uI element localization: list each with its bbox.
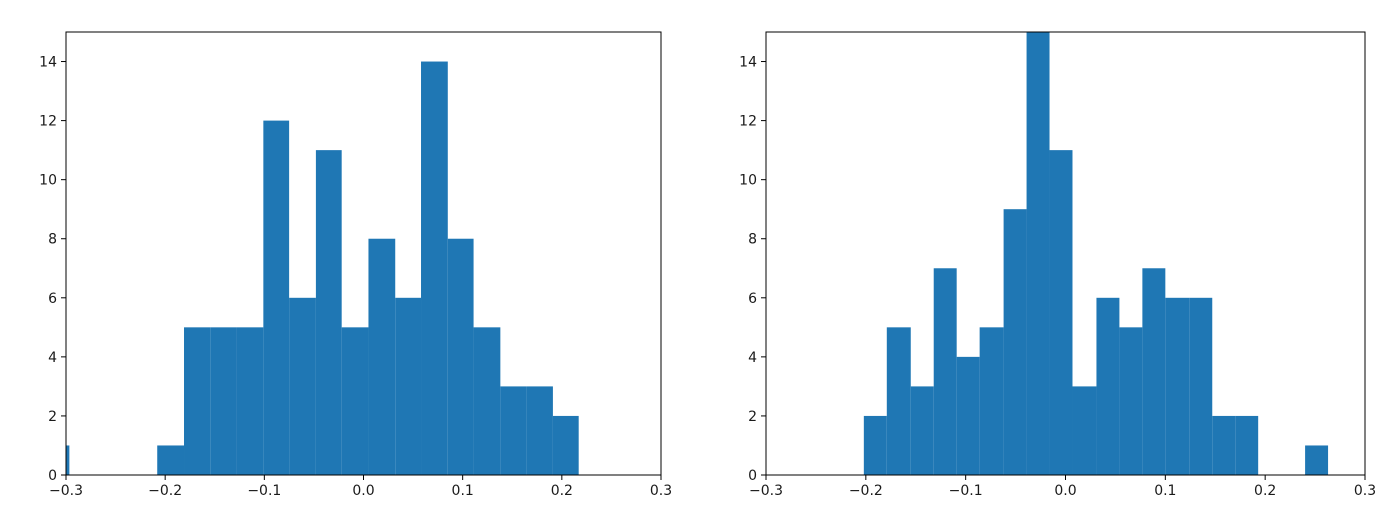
histogram-bar	[263, 120, 290, 475]
x-tick-label: 0.2	[1254, 483, 1276, 499]
x-tick-label: −0.2	[148, 483, 182, 499]
histogram-bar	[1049, 150, 1073, 475]
histogram-bar	[341, 327, 369, 475]
histogram-bar	[1165, 297, 1190, 475]
histogram-right: −0.3 −0.2 −0.1 0.0 0.1 0.2 0.3 0 2 4 6 8 10 12 14	[739, 31, 1376, 499]
histogram-bar	[157, 445, 185, 475]
x-tick-label: 0.1	[1154, 483, 1176, 499]
histogram-bar	[289, 297, 316, 475]
y-tick-label: 10	[39, 173, 57, 189]
histogram-bar	[66, 445, 70, 475]
x-tick-label: −0.1	[247, 483, 281, 499]
histogram-bar	[236, 327, 264, 475]
y-tick-label: 14	[39, 55, 57, 71]
x-tick-label: −0.3	[49, 483, 83, 499]
bars	[66, 61, 579, 475]
histogram-bar	[979, 327, 1004, 475]
histogram-bar	[368, 238, 396, 475]
histogram-bar	[526, 386, 553, 475]
histogram-bar	[421, 61, 448, 475]
y-tick-label: 8	[48, 232, 57, 248]
histogram-bar	[1026, 32, 1050, 475]
histogram-bar	[210, 327, 237, 475]
x-tick-label: 0.1	[452, 483, 474, 499]
x-tick-label: −0.2	[849, 483, 883, 499]
histogram-bar	[315, 150, 342, 475]
x-tick-label: 0.3	[650, 483, 672, 499]
x-tick-label: 0.3	[1354, 483, 1376, 499]
histogram-bar	[1096, 297, 1120, 475]
histogram-bar	[1119, 327, 1143, 475]
histogram-bar	[1189, 297, 1213, 475]
histogram-bar	[910, 386, 934, 475]
y-tick-label: 12	[39, 114, 57, 130]
histogram-bar	[863, 415, 887, 475]
y-tick-label: 12	[739, 114, 757, 130]
y-tick-label: 14	[739, 55, 757, 71]
x-tick-label: 0.0	[352, 483, 374, 499]
bars	[863, 32, 1329, 475]
histogram-bar	[1212, 415, 1236, 475]
histogram-bar	[500, 386, 527, 475]
histogram-bar	[1142, 268, 1166, 475]
x-tick-label: −0.1	[949, 483, 983, 499]
y-tick-label: 0	[748, 468, 757, 484]
y-tick-label: 4	[48, 350, 57, 366]
x-tick-label: 0.0	[1054, 483, 1076, 499]
y-tick-label: 8	[748, 232, 757, 248]
y-tick-label: 0	[48, 468, 57, 484]
histogram-bar	[956, 356, 980, 475]
y-tick-label: 2	[48, 409, 57, 425]
y-tick-label: 6	[748, 291, 757, 307]
x-tick-label: −0.3	[749, 483, 783, 499]
histogram-bar	[395, 297, 422, 475]
histogram-bar	[473, 327, 501, 475]
x-tick-label: 0.2	[551, 483, 573, 499]
histogram-left: −0.3 −0.2 −0.1 0.0 0.1 0.2 0.3 0 2 4 6 8 10 12 14	[39, 31, 672, 499]
histogram-bar	[933, 268, 957, 475]
y-tick-label: 10	[739, 173, 757, 189]
histogram-bar	[184, 327, 211, 475]
histogram-bar	[1003, 209, 1027, 475]
y-tick-label: 6	[48, 291, 57, 307]
histogram-bar	[1072, 386, 1097, 475]
histogram-bar	[1305, 445, 1329, 475]
histogram-bar	[552, 415, 579, 475]
histogram-bar	[886, 327, 911, 475]
y-tick-label: 2	[748, 409, 757, 425]
y-tick-label: 4	[748, 350, 757, 366]
histogram-bar	[1235, 415, 1259, 475]
histogram-bar	[447, 238, 474, 475]
